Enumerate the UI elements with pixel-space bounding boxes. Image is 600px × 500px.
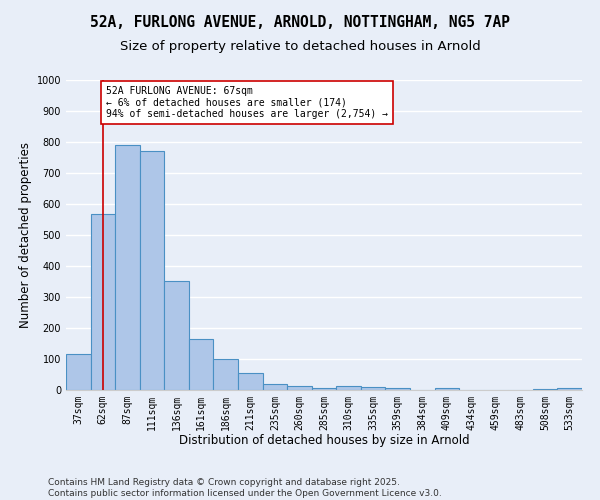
- Bar: [66, 354, 91, 390]
- Bar: [91, 214, 115, 390]
- Bar: [533, 389, 557, 390]
- X-axis label: Distribution of detached houses by size in Arnold: Distribution of detached houses by size …: [179, 434, 469, 448]
- Bar: [385, 388, 410, 390]
- Y-axis label: Number of detached properties: Number of detached properties: [19, 142, 32, 328]
- Bar: [287, 386, 312, 390]
- Text: 52A, FURLONG AVENUE, ARNOLD, NOTTINGHAM, NG5 7AP: 52A, FURLONG AVENUE, ARNOLD, NOTTINGHAM,…: [90, 15, 510, 30]
- Bar: [434, 388, 459, 390]
- Text: Contains HM Land Registry data © Crown copyright and database right 2025.
Contai: Contains HM Land Registry data © Crown c…: [48, 478, 442, 498]
- Bar: [557, 388, 582, 390]
- Text: 52A FURLONG AVENUE: 67sqm
← 6% of detached houses are smaller (174)
94% of semi-: 52A FURLONG AVENUE: 67sqm ← 6% of detach…: [106, 86, 388, 120]
- Text: Size of property relative to detached houses in Arnold: Size of property relative to detached ho…: [119, 40, 481, 53]
- Bar: [263, 384, 287, 390]
- Bar: [361, 387, 385, 390]
- Bar: [140, 152, 164, 390]
- Bar: [214, 359, 238, 390]
- Bar: [336, 386, 361, 390]
- Bar: [238, 373, 263, 390]
- Bar: [164, 281, 189, 390]
- Bar: [189, 339, 214, 390]
- Bar: [115, 145, 140, 390]
- Bar: [312, 388, 336, 390]
